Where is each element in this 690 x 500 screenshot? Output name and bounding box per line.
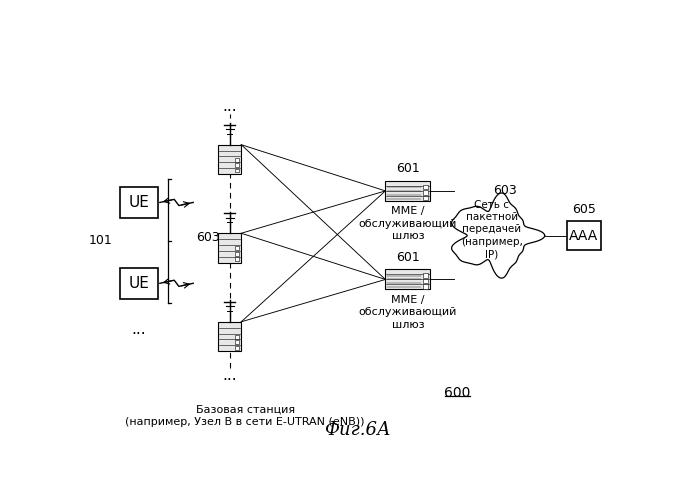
Text: 601: 601 [396,162,420,175]
FancyBboxPatch shape [218,144,241,174]
Text: ...: ... [222,98,237,114]
FancyBboxPatch shape [424,284,428,288]
Text: 601: 601 [396,251,420,264]
Text: Фиг.6А: Фиг.6А [324,421,391,439]
Text: Сеть с
пакетной
передачей
(например,
IP): Сеть с пакетной передачей (например, IP) [461,200,522,259]
FancyBboxPatch shape [424,196,428,200]
FancyBboxPatch shape [386,270,431,289]
FancyBboxPatch shape [424,190,428,194]
FancyBboxPatch shape [235,335,239,338]
FancyBboxPatch shape [235,158,239,162]
Text: ...: ... [222,368,237,383]
Text: 600: 600 [444,386,470,400]
FancyBboxPatch shape [218,233,241,262]
FancyBboxPatch shape [235,346,239,350]
Text: 603: 603 [196,230,220,243]
Text: 603: 603 [493,184,517,198]
Text: 101: 101 [88,234,112,248]
FancyBboxPatch shape [235,340,239,344]
FancyBboxPatch shape [424,278,428,283]
FancyBboxPatch shape [566,221,601,250]
FancyBboxPatch shape [235,257,239,261]
FancyBboxPatch shape [119,187,158,218]
FancyBboxPatch shape [235,163,239,167]
Text: 605: 605 [572,202,595,215]
FancyBboxPatch shape [235,168,239,172]
FancyBboxPatch shape [424,274,428,278]
Text: MME /
обслуживающий
шлюз: MME / обслуживающий шлюз [359,295,457,330]
Text: AAA: AAA [569,228,598,242]
FancyBboxPatch shape [235,252,239,256]
Text: UE: UE [128,276,150,291]
FancyBboxPatch shape [119,268,158,298]
Text: MME /
обслуживающий
шлюз: MME / обслуживающий шлюз [359,206,457,241]
Polygon shape [451,193,544,278]
FancyBboxPatch shape [218,322,241,351]
Text: UE: UE [128,195,150,210]
FancyBboxPatch shape [386,181,431,201]
FancyBboxPatch shape [424,184,428,190]
Text: ...: ... [132,322,146,337]
Text: Базовая станция
(например, Узел В в сети E-UTRAN (eNB)): Базовая станция (например, Узел В в сети… [126,404,365,427]
FancyBboxPatch shape [235,246,239,250]
